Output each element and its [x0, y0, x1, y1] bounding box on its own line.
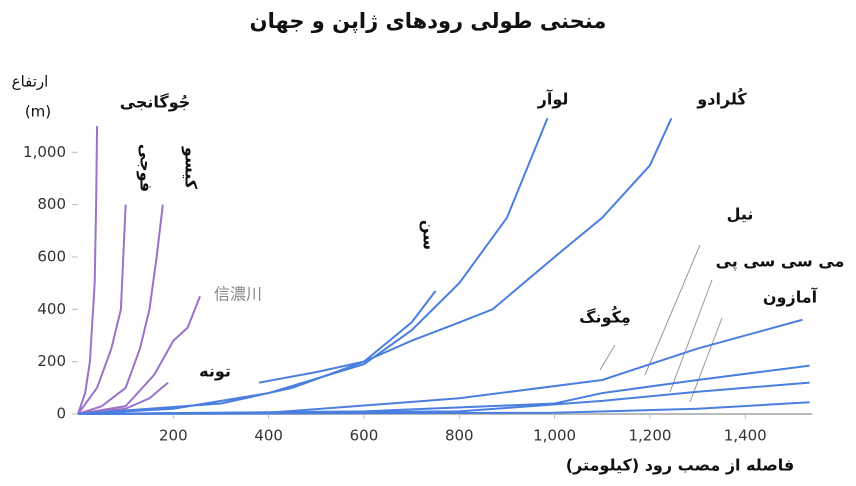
river-line — [77, 126, 99, 415]
series-label: کیسو — [182, 146, 201, 190]
x-tick-label: 800 — [445, 427, 474, 445]
river-line — [77, 117, 549, 415]
y-tick-label: 600 — [37, 247, 66, 265]
series-label: 信濃川 — [214, 285, 262, 304]
series-label: فوجی — [137, 144, 156, 192]
leader-line — [669, 279, 713, 393]
river-line — [77, 381, 810, 415]
series-label: مِکُونگ — [579, 305, 631, 327]
x-axis-label: فاصله از مصب رود (کیلومتر) — [566, 456, 795, 475]
series-label: کُلرادو — [696, 87, 747, 109]
x-tick-label: 1,400 — [724, 427, 767, 445]
river-line — [258, 117, 673, 384]
river-line — [77, 204, 127, 415]
x-tick-label: 1,000 — [533, 427, 576, 445]
leader-line — [689, 317, 723, 403]
y-tick-label: 200 — [37, 352, 66, 370]
series-label: سن — [420, 220, 439, 250]
series-label: جُوگانجی — [120, 93, 191, 112]
y-axis-unit: (m) — [25, 103, 51, 121]
y-tick-label: 1,000 — [23, 143, 66, 161]
series-label: می سی سی پی — [716, 252, 845, 272]
chart-title: منحنی طولی رودهای ژاپن و جهان — [250, 9, 607, 33]
series-label: آمازون — [763, 287, 818, 307]
y-tick-label: 400 — [37, 300, 66, 318]
leaders — [599, 244, 723, 403]
series-label: تونه — [199, 362, 231, 381]
y-tick-label: 800 — [37, 195, 66, 213]
river-line — [77, 401, 810, 415]
y-tick-label: 0 — [56, 405, 66, 423]
river-line — [77, 204, 164, 415]
leader-line — [644, 244, 701, 376]
x-tick-label: 1,200 — [628, 427, 671, 445]
series-label: لوآر — [537, 89, 569, 109]
river-line — [77, 318, 803, 415]
leader-line — [599, 344, 616, 371]
x-tick-label: 600 — [350, 427, 379, 445]
x-tick-label: 200 — [159, 427, 188, 445]
series-label: نیل — [727, 205, 754, 224]
y-axis-label: ارتفاع — [12, 73, 49, 91]
x-tick-label: 400 — [254, 427, 283, 445]
river-line — [77, 295, 201, 415]
